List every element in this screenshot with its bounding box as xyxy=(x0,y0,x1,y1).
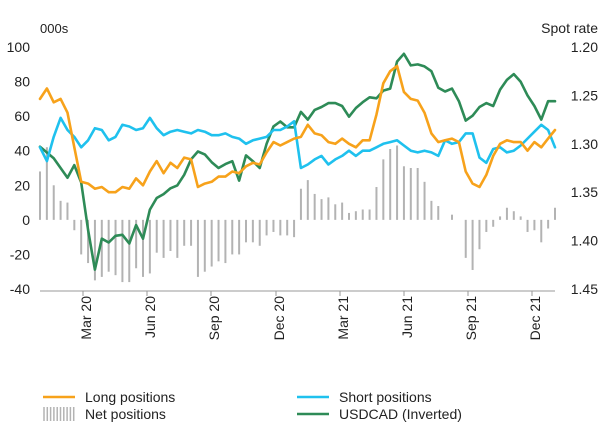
legend-item-net: Net positions xyxy=(43,406,166,422)
left-tick-label: 20 xyxy=(14,177,30,193)
x-tick-label: Dec 20 xyxy=(271,296,287,341)
left-tick-label: -40 xyxy=(10,281,30,297)
legend-label-short: Short positions xyxy=(339,389,432,405)
right-tick-label: 1.40 xyxy=(571,233,598,249)
long-positions-line xyxy=(38,64,557,194)
x-tick-label: Sep 21 xyxy=(463,296,479,341)
usdcad-line xyxy=(38,52,557,271)
right-axis-ticks: 1.20 1.25 1.30 1.35 1.40 1.45 xyxy=(571,39,598,297)
legend-swatch-net xyxy=(43,407,75,421)
right-tick-label: 1.25 xyxy=(571,87,598,103)
right-tick-label: 1.30 xyxy=(571,136,598,152)
x-tick-label: Mar 20 xyxy=(78,296,94,340)
x-axis-ticks: Mar 20 Jun 20 Sep 20 Dec 20 Mar 21 Jun 21 Sep … xyxy=(78,291,543,340)
left-tick-label: 0 xyxy=(22,212,30,228)
right-tick-label: 1.45 xyxy=(571,281,598,297)
right-tick-label: 1.35 xyxy=(571,184,598,200)
x-tick-label: Mar 21 xyxy=(335,296,351,340)
left-tick-label: 100 xyxy=(7,39,31,55)
left-axis-unit-label: 000s xyxy=(40,21,69,36)
left-tick-label: 60 xyxy=(14,108,30,124)
legend-label-long: Long positions xyxy=(85,389,175,405)
legend-item-long: Long positions xyxy=(43,389,175,405)
x-tick-label: Jun 21 xyxy=(399,296,415,338)
legend-label-net: Net positions xyxy=(85,406,166,422)
net-positions-bars xyxy=(39,145,556,283)
left-tick-label: -20 xyxy=(10,246,30,262)
left-tick-label: 80 xyxy=(14,74,30,90)
legend-item-usdcad: USDCAD (Inverted) xyxy=(297,406,462,422)
x-tick-label: Jun 20 xyxy=(142,296,158,338)
short-positions-line xyxy=(38,116,557,170)
left-tick-label: 40 xyxy=(14,143,30,159)
legend: Long positions Short positions Net posit… xyxy=(43,389,462,422)
x-tick-label: Dec 21 xyxy=(527,296,543,341)
left-axis-ticks: 100 80 60 40 20 0 -20 -40 xyxy=(7,39,31,297)
x-tick-label: Sep 20 xyxy=(206,296,222,341)
right-tick-label: 1.20 xyxy=(571,39,598,55)
legend-item-short: Short positions xyxy=(297,389,432,405)
series-lines xyxy=(38,52,557,271)
legend-label-usdcad: USDCAD (Inverted) xyxy=(339,406,462,422)
right-axis-title: Spot rate xyxy=(541,20,598,36)
